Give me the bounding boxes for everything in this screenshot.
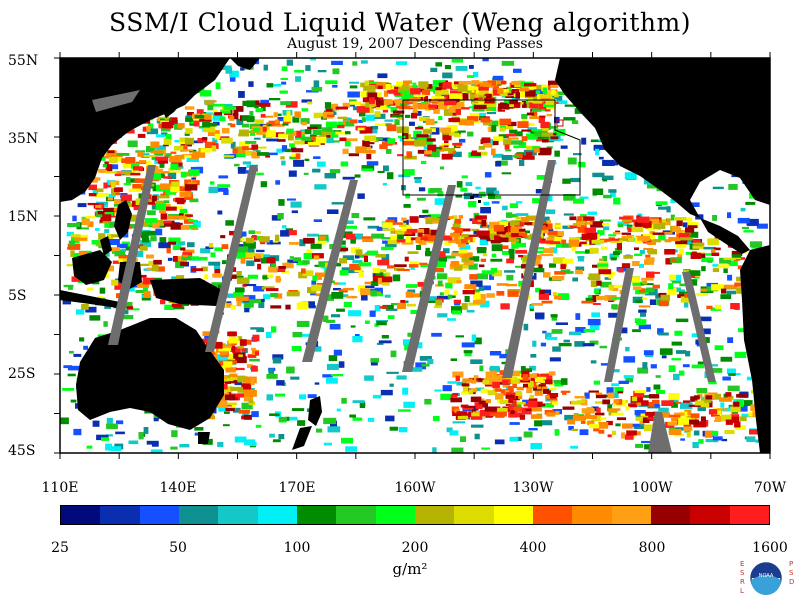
colorbar-box-13	[532, 506, 573, 524]
colorbar-box-9	[375, 506, 415, 524]
colorbar-tick-1600: 1600	[752, 540, 788, 556]
lat-label-45s: 45S	[8, 443, 36, 459]
swath-gaps	[92, 90, 716, 453]
colorbar-box-8	[336, 506, 376, 524]
lat-label-25s: 25S	[8, 366, 36, 382]
colorbar-box-17	[690, 506, 730, 524]
colorbar-box-7	[296, 506, 337, 524]
lon-label-70w: 70W	[753, 480, 787, 496]
colorbar-box-1	[61, 506, 101, 524]
colorbar-box-10	[414, 506, 455, 524]
lat-label-35n: 35N	[8, 131, 39, 147]
region-box	[402, 99, 581, 196]
colorbar-box-14	[572, 506, 612, 524]
colorbar-tick-400: 400	[519, 540, 547, 556]
colorbar-box-18	[729, 506, 769, 524]
colorbar-tick-100: 100	[283, 540, 311, 556]
lon-label-100w: 100W	[631, 480, 673, 496]
lon-label-110e: 110E	[41, 480, 79, 496]
colorbar-box-16	[650, 506, 691, 524]
cloud-water-map	[54, 52, 771, 459]
lon-label-140e: 140E	[159, 480, 197, 496]
colorbar	[60, 505, 770, 525]
logo-center-text: NOAA	[759, 573, 774, 579]
page-subtitle: August 19, 2007 Descending Passes	[287, 36, 543, 52]
colorbar-tick-200: 200	[401, 540, 429, 556]
colorbar-tick-800: 800	[638, 540, 666, 556]
colorbar-box-2	[100, 506, 140, 524]
colorbar-box-4	[178, 506, 219, 524]
colorbar-tick-50: 50	[169, 540, 187, 556]
lon-label-160w: 160W	[394, 480, 436, 496]
lat-label-55n: 55N	[8, 53, 39, 69]
colorbar-units: g/m²	[392, 560, 428, 578]
land-masses	[60, 58, 770, 453]
lon-label-130w: 130W	[512, 480, 554, 496]
colorbar-box-12	[493, 506, 533, 524]
colorbar-box-6	[257, 506, 297, 524]
colorbar-box-15	[611, 506, 651, 524]
lat-label-15n: 15N	[8, 209, 39, 225]
colorbar-box-11	[454, 506, 494, 524]
colorbar-box-3	[139, 506, 179, 524]
lon-label-170e: 170E	[278, 480, 316, 496]
lat-label-5s: 5S	[8, 288, 27, 304]
colorbar-tick-25: 25	[51, 540, 69, 556]
page-title: SSM/I Cloud Liquid Water (Weng algorithm…	[109, 8, 691, 37]
colorbar-box-5	[218, 506, 258, 524]
